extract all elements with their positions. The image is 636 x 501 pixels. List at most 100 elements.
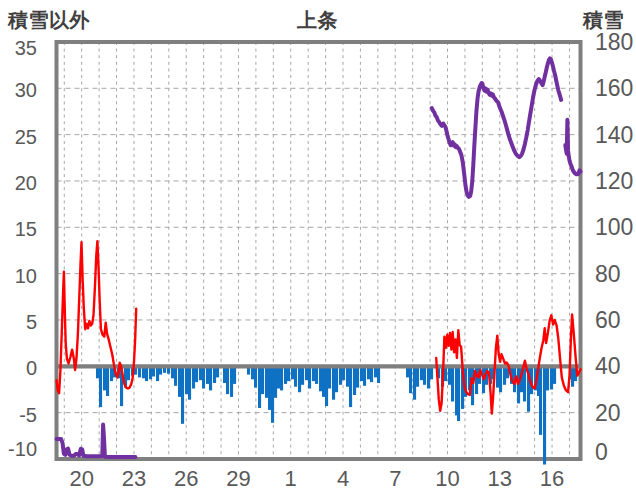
bar	[571, 366, 574, 386]
bar	[230, 366, 233, 397]
bar	[145, 366, 148, 381]
bar	[356, 366, 359, 387]
left-axis-title: 積雪以外	[8, 7, 90, 34]
bar	[110, 366, 113, 381]
bar	[325, 366, 328, 406]
chart: 35302520151050-5-10180160140120100806040…	[0, 0, 636, 501]
bar	[174, 366, 177, 386]
bar	[265, 366, 268, 398]
bar	[335, 366, 338, 392]
bar	[202, 366, 205, 388]
bar	[353, 366, 356, 395]
x-axis-tick-label: 26	[174, 466, 198, 491]
left-axis-tick-label: 20	[15, 172, 37, 194]
bar	[271, 366, 274, 423]
bar	[451, 366, 454, 401]
bar	[192, 366, 195, 388]
bar	[156, 366, 159, 381]
bar	[328, 366, 331, 388]
right-axis-tick-label: 20	[595, 400, 621, 426]
right-axis-tick-label: 140	[595, 122, 633, 148]
left-axis-tick-label: 5	[26, 311, 37, 333]
bar	[546, 366, 549, 390]
bar	[315, 366, 318, 384]
left-axis-tick-label: 30	[15, 79, 37, 101]
bar	[332, 366, 335, 399]
right-axis-tick-label: 40	[595, 353, 621, 379]
right-axis-title: 積雪	[583, 7, 624, 34]
bar	[287, 366, 290, 381]
bar	[261, 366, 264, 394]
left-axis-tick-label: -5	[19, 404, 37, 426]
bar	[178, 366, 181, 397]
x-axis-tick-label: 7	[389, 466, 401, 491]
bar	[268, 366, 271, 410]
bar	[274, 366, 277, 398]
bar	[363, 366, 366, 386]
bar	[103, 366, 106, 390]
bar	[553, 366, 556, 384]
bar	[294, 366, 297, 386]
left-axis-tick-label: 0	[26, 357, 37, 379]
right-axis-tick-label: 80	[595, 261, 621, 287]
bar	[377, 366, 380, 383]
bar	[280, 366, 283, 390]
left-axis-tick-label: 15	[15, 218, 37, 240]
right-axis-tick-label: 100	[595, 214, 633, 240]
bar	[185, 366, 188, 394]
bar	[346, 366, 349, 386]
right-axis-tick-label: 160	[595, 75, 633, 101]
bar	[258, 366, 261, 408]
bar	[319, 366, 322, 391]
bar	[312, 366, 315, 381]
snow-depth-series	[565, 120, 580, 175]
bar	[423, 366, 426, 385]
bar	[277, 366, 280, 388]
snow-depth-series	[57, 425, 136, 457]
bar	[444, 366, 447, 381]
bar	[550, 366, 553, 389]
bar	[106, 366, 109, 396]
left-axis-tick-label: 10	[15, 265, 37, 287]
x-axis-tick-label: 23	[122, 466, 146, 491]
bar	[301, 366, 304, 385]
plot-area: 35302520151050-5-10180160140120100806040…	[0, 0, 636, 501]
right-axis-tick-label: 120	[595, 168, 633, 194]
right-axis-tick-label: 0	[595, 439, 608, 465]
plot-border	[57, 42, 581, 459]
bar	[226, 366, 229, 394]
bar	[284, 366, 287, 384]
bar	[409, 366, 412, 393]
bar	[349, 366, 352, 407]
chart-title: 上条	[297, 7, 338, 34]
x-axis-tick-label: 10	[435, 466, 459, 491]
bar	[496, 366, 499, 387]
left-axis-tick-label: 35	[15, 37, 37, 59]
bar	[339, 366, 342, 385]
x-axis-tick-label: 29	[226, 466, 250, 491]
bar	[99, 366, 102, 407]
x-axis-tick-label: 16	[540, 466, 564, 491]
snow-depth-series	[432, 58, 561, 196]
x-axis-tick-label: 4	[337, 466, 349, 491]
bar	[223, 366, 226, 383]
bar	[233, 366, 236, 384]
bar	[370, 366, 373, 382]
bar	[254, 366, 257, 387]
bar	[413, 366, 416, 399]
bar	[416, 366, 419, 386]
bar	[195, 366, 198, 382]
bar	[448, 366, 451, 385]
left-axis-tick-label: -10	[8, 438, 37, 460]
right-axis-tick-label: 60	[595, 307, 621, 333]
bar	[360, 366, 363, 381]
x-axis-tick-label: 13	[488, 466, 512, 491]
bar	[213, 366, 216, 383]
bar	[457, 366, 460, 421]
bar	[298, 366, 301, 392]
bar	[499, 366, 502, 392]
bar	[427, 366, 430, 388]
bar	[181, 366, 184, 424]
bar	[308, 366, 311, 388]
left-axis-tick-label: 25	[15, 126, 37, 148]
